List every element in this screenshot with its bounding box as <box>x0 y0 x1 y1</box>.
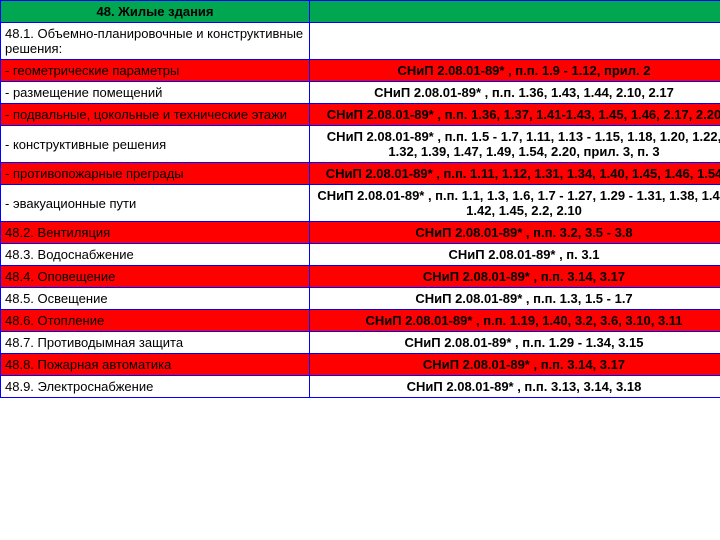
row-reference: СНиП 2.08.01-89* , п.п. 1.19, 1.40, 3.2,… <box>310 310 720 332</box>
table-row: 48.4. ОповещениеСНиП 2.08.01-89* , п.п. … <box>1 266 720 288</box>
row-label: - конструктивные решения <box>1 126 310 163</box>
table-row: - подвальные, цокольные и технические эт… <box>1 104 720 126</box>
row-label: 48.9. Электроснабжение <box>1 376 310 398</box>
row-label: 48.8. Пожарная автоматика <box>1 354 310 376</box>
row-reference: СНиП 2.08.01-89* , п.п. 3.13, 3.14, 3.18 <box>310 376 720 398</box>
row-label: - эвакуационные пути <box>1 185 310 222</box>
header-row: 48. Жилые здания <box>1 1 720 23</box>
table-row: 48.8. Пожарная автоматикаСНиП 2.08.01-89… <box>1 354 720 376</box>
row-reference: СНиП 2.08.01-89* , п. 3.1 <box>310 244 720 266</box>
row-label: - противопожарные преграды <box>1 163 310 185</box>
header-title: 48. Жилые здания <box>1 1 310 23</box>
table-row: 48.2. ВентиляцияСНиП 2.08.01-89* , п.п. … <box>1 222 720 244</box>
row-reference: СНиП 2.08.01-89* , п.п. 1.5 - 1.7, 1.11,… <box>310 126 720 163</box>
row-label: 48.1. Объемно-планировочные и конструкти… <box>1 23 310 60</box>
row-reference: СНиП 2.08.01-89* , п.п. 1.3, 1.5 - 1.7 <box>310 288 720 310</box>
row-reference: СНиП 2.08.01-89* , п.п. 1.11, 1.12, 1.31… <box>310 163 720 185</box>
table-row: 48.6. ОтоплениеСНиП 2.08.01-89* , п.п. 1… <box>1 310 720 332</box>
row-reference <box>310 23 720 60</box>
row-reference: СНиП 2.08.01-89* , п.п. 3.14, 3.17 <box>310 354 720 376</box>
table-row: - эвакуационные путиСНиП 2.08.01-89* , п… <box>1 185 720 222</box>
row-label: 48.7. Противодымная защита <box>1 332 310 354</box>
row-label: 48.2. Вентиляция <box>1 222 310 244</box>
row-reference: СНиП 2.08.01-89* , п.п. 3.2, 3.5 - 3.8 <box>310 222 720 244</box>
table-row: - размещение помещенийСНиП 2.08.01-89* ,… <box>1 82 720 104</box>
row-label: - подвальные, цокольные и технические эт… <box>1 104 310 126</box>
table-row: 48.5. ОсвещениеСНиП 2.08.01-89* , п.п. 1… <box>1 288 720 310</box>
table-row: - конструктивные решенияСНиП 2.08.01-89*… <box>1 126 720 163</box>
row-label: 48.4. Оповещение <box>1 266 310 288</box>
table-row: - геометрические параметрыСНиП 2.08.01-8… <box>1 60 720 82</box>
header-empty <box>310 1 720 23</box>
table-row: 48.7. Противодымная защитаСНиП 2.08.01-8… <box>1 332 720 354</box>
row-reference: СНиП 2.08.01-89* , п.п. 1.1, 1.3, 1.6, 1… <box>310 185 720 222</box>
table-row: 48.1. Объемно-планировочные и конструкти… <box>1 23 720 60</box>
table-row: 48.9. ЭлектроснабжениеСНиП 2.08.01-89* ,… <box>1 376 720 398</box>
regulations-table: 48. Жилые здания 48.1. Объемно-планирово… <box>0 0 720 398</box>
row-label: - размещение помещений <box>1 82 310 104</box>
table-row: 48.3. ВодоснабжениеСНиП 2.08.01-89* , п.… <box>1 244 720 266</box>
row-reference: СНиП 2.08.01-89* , п.п. 1.9 - 1.12, прил… <box>310 60 720 82</box>
row-reference: СНиП 2.08.01-89* , п.п. 3.14, 3.17 <box>310 266 720 288</box>
row-reference: СНиП 2.08.01-89* , п.п. 1.36, 1.37, 1.41… <box>310 104 720 126</box>
table-row: - противопожарные преградыСНиП 2.08.01-8… <box>1 163 720 185</box>
row-reference: СНиП 2.08.01-89* , п.п. 1.36, 1.43, 1.44… <box>310 82 720 104</box>
row-label: 48.3. Водоснабжение <box>1 244 310 266</box>
row-label: 48.6. Отопление <box>1 310 310 332</box>
row-label: - геометрические параметры <box>1 60 310 82</box>
row-label: 48.5. Освещение <box>1 288 310 310</box>
row-reference: СНиП 2.08.01-89* , п.п. 1.29 - 1.34, 3.1… <box>310 332 720 354</box>
